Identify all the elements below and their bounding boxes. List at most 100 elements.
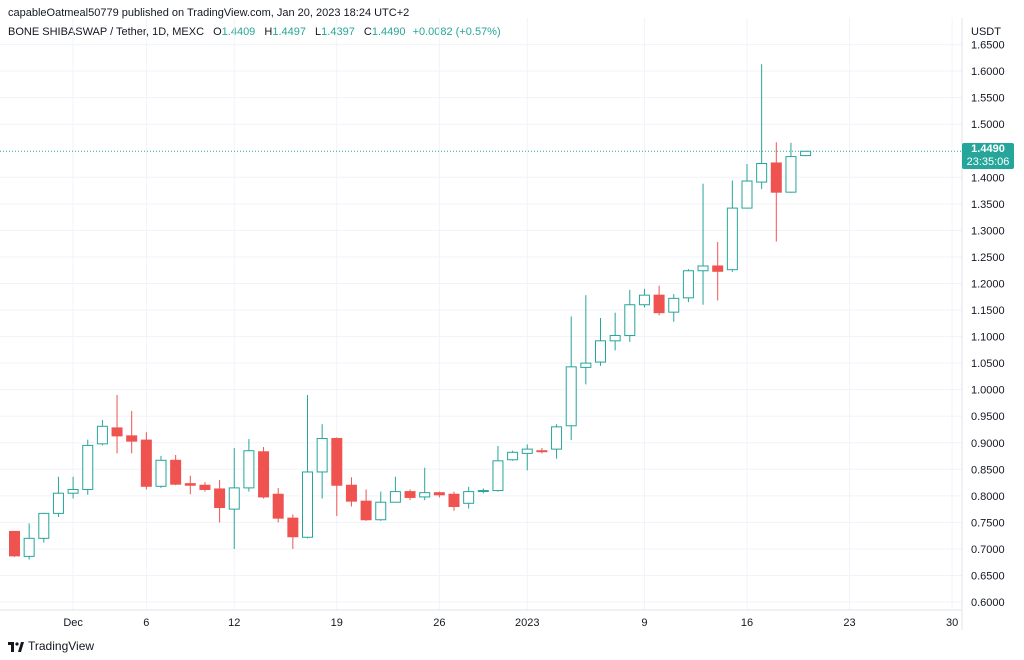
high-value: 1.4497 — [272, 26, 306, 38]
candle-down[interactable] — [448, 491, 460, 511]
candle-body — [345, 484, 357, 502]
candle-up[interactable] — [785, 142, 797, 193]
candle-body — [463, 491, 475, 504]
symbol-legend: BONE SHIBASWAP / Tether, 1D, MEXC O1.440… — [8, 26, 501, 38]
symbol-title[interactable]: BONE SHIBASWAP / Tether, 1D, MEXC — [8, 26, 205, 38]
candle-body — [624, 304, 636, 337]
candle-up[interactable] — [551, 424, 563, 459]
candle-down[interactable] — [9, 530, 20, 557]
currency-label: USDT — [971, 26, 1001, 38]
candle-body — [580, 362, 592, 368]
candle-up[interactable] — [492, 445, 504, 492]
candle-up[interactable] — [375, 491, 387, 521]
candle-down[interactable] — [199, 482, 211, 492]
candle-up[interactable] — [23, 523, 35, 560]
candle-down[interactable] — [214, 479, 226, 523]
candle-up[interactable] — [463, 486, 475, 509]
price-tick-label: 1.6500 — [971, 40, 1005, 52]
candle-down[interactable] — [360, 489, 372, 521]
candle-up[interactable] — [800, 150, 812, 157]
candle-down[interactable] — [331, 437, 343, 517]
candle-up[interactable] — [52, 476, 64, 518]
candle-up[interactable] — [302, 394, 313, 539]
close-label: C — [363, 26, 372, 38]
candle-down[interactable] — [170, 454, 182, 486]
candle-up[interactable] — [565, 316, 577, 441]
candle-up[interactable] — [726, 180, 738, 272]
time-tick-label: 9 — [641, 617, 647, 629]
candle-down[interactable] — [287, 514, 299, 549]
price-tick-label: 1.1000 — [971, 332, 1005, 344]
candle-body — [551, 426, 563, 450]
candle-body — [111, 427, 123, 437]
candle-down[interactable] — [404, 489, 416, 501]
candle-down[interactable] — [126, 410, 138, 454]
price-tick-label: 1.3000 — [971, 225, 1005, 237]
candle-up[interactable] — [228, 448, 240, 549]
brand-name: TradingView — [28, 639, 95, 653]
candle-up[interactable] — [507, 450, 519, 461]
candle-body — [228, 487, 240, 510]
price-tick-label: 1.3500 — [971, 199, 1005, 211]
candle-down[interactable] — [712, 242, 724, 301]
candle-down[interactable] — [258, 447, 270, 499]
candles — [9, 64, 812, 560]
candle-down[interactable] — [770, 142, 782, 242]
candle-up[interactable] — [638, 288, 650, 308]
high-label: H — [264, 26, 273, 38]
candle-body — [360, 500, 372, 521]
candle-down[interactable] — [433, 491, 445, 498]
candle-down[interactable] — [184, 475, 196, 495]
candle-up[interactable] — [521, 444, 533, 471]
candle-body — [800, 150, 812, 157]
candle-up[interactable] — [624, 289, 636, 342]
candle-up[interactable] — [741, 164, 753, 209]
candle-down[interactable] — [140, 432, 152, 490]
candle-up[interactable] — [155, 456, 167, 488]
open-value: 1.4409 — [221, 26, 256, 38]
candle-up[interactable] — [38, 512, 50, 543]
candle-up[interactable] — [580, 295, 592, 385]
footer-brand[interactable]: TradingView — [8, 639, 94, 653]
candle-up[interactable] — [67, 476, 79, 499]
candle-body — [756, 163, 768, 183]
price-tick-label: 1.2000 — [971, 278, 1005, 290]
candle-up[interactable] — [96, 419, 108, 446]
candle-body — [565, 366, 577, 427]
candle-body — [419, 492, 431, 498]
candle-up[interactable] — [756, 64, 768, 189]
candle-up[interactable] — [243, 439, 255, 492]
candle-body — [302, 471, 313, 538]
candle-up[interactable] — [682, 269, 694, 303]
last-price-tag: 1.4490 23:35:06 — [962, 143, 1014, 170]
candle-body — [170, 459, 182, 485]
candle-body — [404, 491, 416, 498]
candle-up[interactable] — [477, 488, 489, 494]
candle-body — [741, 180, 753, 209]
price-tick-label: 1.1500 — [971, 305, 1005, 317]
candle-body — [638, 294, 650, 306]
candle-body — [770, 162, 782, 193]
candle-up[interactable] — [316, 424, 328, 499]
candle-down[interactable] — [345, 477, 357, 507]
candle-up[interactable] — [697, 183, 709, 305]
candle-up[interactable] — [609, 312, 621, 351]
candle-down[interactable] — [653, 285, 665, 316]
candle-body — [38, 512, 50, 539]
publisher-line: capableOatmeal50779 published on Trading… — [8, 7, 410, 19]
price-tick-label: 1.2500 — [971, 252, 1005, 264]
candle-up[interactable] — [389, 476, 401, 503]
time-tick-label: 12 — [228, 617, 240, 629]
price-tick-label: 0.9000 — [971, 438, 1005, 450]
candle-up[interactable] — [419, 467, 431, 501]
candle-down[interactable] — [272, 487, 284, 523]
candle-up[interactable] — [668, 294, 680, 322]
candle-body — [52, 492, 64, 514]
candle-body — [389, 491, 401, 503]
candle-up[interactable] — [82, 439, 94, 495]
candle-body — [682, 270, 694, 299]
candle-down[interactable] — [536, 448, 548, 454]
candle-down[interactable] — [111, 394, 123, 454]
candle-up[interactable] — [595, 318, 606, 366]
